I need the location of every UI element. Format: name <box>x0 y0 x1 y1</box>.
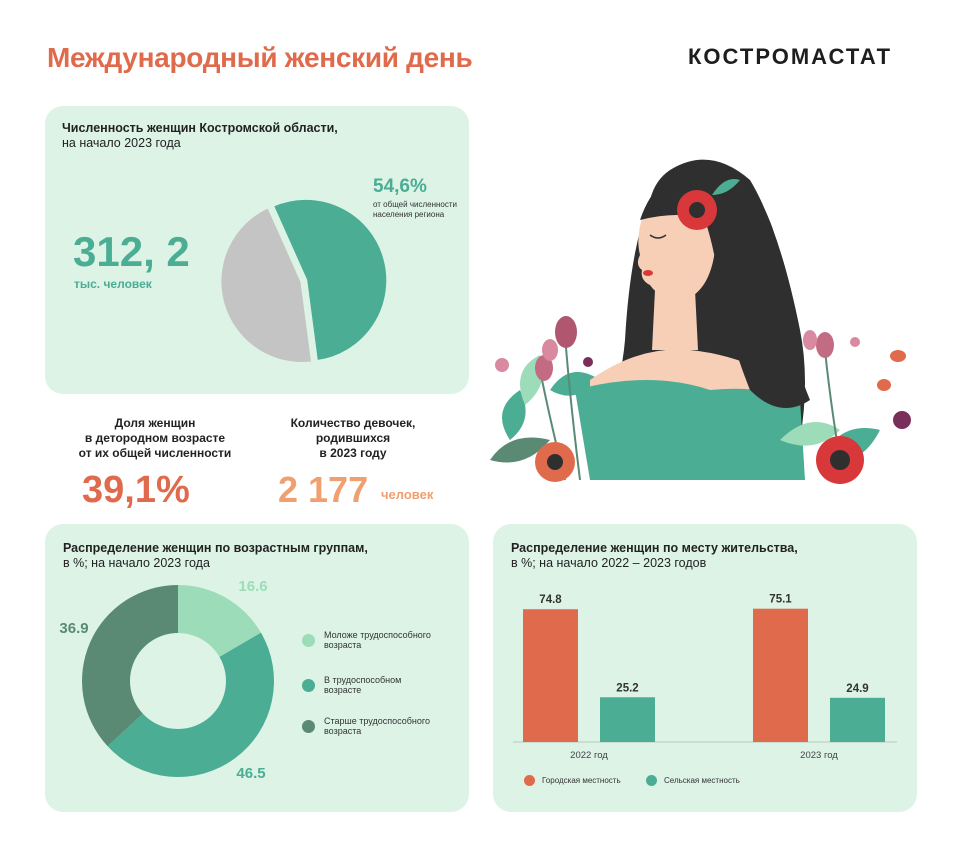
dress <box>575 380 805 480</box>
population-value: 312, 2 <box>73 228 190 275</box>
women-share-note: от общей численности населения региона <box>373 200 457 220</box>
legend-label: В трудоспособном возрасте <box>324 675 402 695</box>
legend-label: Городская местность <box>542 776 621 785</box>
donut-value-label: 36.9 <box>59 620 88 637</box>
tulip-shape <box>542 339 558 361</box>
reproductive-share-value: 39,1% <box>82 469 190 511</box>
bar-value-label: 24.9 <box>846 683 868 695</box>
small-flower-shape <box>583 357 593 367</box>
pie-slice-men <box>218 204 315 365</box>
girls-born-label-2: родившихся <box>315 431 391 445</box>
legend-label: Сельская местность <box>664 776 740 785</box>
leaf-shape <box>712 179 740 195</box>
tulip-shape <box>816 332 834 358</box>
reproductive-label-1: Доля женщин <box>114 416 196 430</box>
age-card-title: Распределение женщин по возрастным групп… <box>63 541 368 571</box>
rosehip-shape <box>890 350 906 362</box>
neck <box>652 290 698 350</box>
reproductive-label-3: от их общей численности <box>78 446 232 460</box>
share-note-line-2: населения региона <box>373 210 445 219</box>
population-title-rest: на начало 2023 года <box>62 136 181 150</box>
legend-swatch <box>302 719 315 733</box>
population-title-bold: Численность женщин Костромской области, <box>62 121 338 135</box>
age-title-bold: Распределение женщин по возрастным групп… <box>63 541 368 555</box>
closed-eye <box>649 234 667 239</box>
pie-slice-women <box>270 196 390 364</box>
girls-born-label: Количество девочек, родившихся в 2023 го… <box>268 416 438 461</box>
donut-slice-2 <box>107 632 275 777</box>
x-tick-label: 2023 год <box>800 750 838 761</box>
leaf-shape <box>780 422 840 446</box>
bar-urban <box>523 609 578 742</box>
legend-item: В трудоспособном возрасте <box>302 675 434 695</box>
legend-swatch <box>302 678 315 692</box>
donut-slice-3 <box>81 585 178 747</box>
donut-slice-1 <box>178 585 261 657</box>
bar-rural <box>600 697 655 742</box>
legend-swatch <box>524 775 535 786</box>
orange-poppy-center <box>547 454 563 470</box>
legend-item: Старше трудоспособного возраста <box>302 716 434 736</box>
population-unit: тыс. человек <box>74 277 152 291</box>
brand-logo: КОСТРОМАСТАТ <box>688 44 893 69</box>
girls-born-label-1: Количество девочек, <box>290 416 416 430</box>
legend-item: Городская местность <box>524 775 621 786</box>
women-share-value: 54,6% <box>373 176 427 197</box>
tulip-shape <box>803 330 817 350</box>
red-poppy-center <box>830 450 850 470</box>
tulip-shape <box>555 316 577 348</box>
girls-born-value: 2 177 <box>278 469 369 510</box>
small-flower-shape <box>893 411 911 429</box>
lips <box>643 270 653 276</box>
small-flower-shape <box>850 337 860 347</box>
girls-born-unit: человек <box>381 487 434 502</box>
bar-value-label: 25.2 <box>616 682 638 694</box>
residence-card-title: Распределение женщин по месту жительства… <box>511 541 798 571</box>
bar-rural <box>830 697 885 742</box>
girls-born-label-3: в 2023 году <box>319 446 387 460</box>
bar-urban <box>753 608 808 742</box>
tulip-shape <box>535 355 553 381</box>
small-flower-shape <box>495 358 509 372</box>
residence-title-rest: в %; на начало 2022 – 2023 годов <box>511 556 707 570</box>
bar-value-label: 75.1 <box>769 594 792 606</box>
bar-value-label: 74.8 <box>539 594 562 606</box>
reproductive-label-2: в детородном возрасте <box>84 431 226 445</box>
x-tick-label: 2022 год <box>570 750 608 761</box>
legend-swatch <box>646 775 657 786</box>
rosehip-shape <box>877 379 891 391</box>
legend-item: Сельская местность <box>646 775 740 786</box>
leaf-shape <box>502 390 526 440</box>
age-title-rest: в %; на начало 2023 года <box>63 556 210 570</box>
donut-value-label: 16.6 <box>238 578 267 595</box>
page-title: Международный женский день <box>47 42 473 73</box>
stem-shape <box>564 334 581 481</box>
leaf-shape <box>490 437 550 463</box>
residence-title-bold: Распределение женщин по месту жительства… <box>511 541 798 555</box>
share-note-line-1: от общей численности <box>373 200 457 209</box>
reproductive-share-label: Доля женщин в детородном возрасте от их … <box>60 416 250 461</box>
woman-with-flowers-illustration <box>490 159 911 484</box>
legend-label: Моложе трудоспособного возраста <box>324 630 431 650</box>
donut-value-label: 46.5 <box>236 765 265 782</box>
population-card-title: Численность женщин Костромской области, … <box>62 121 338 151</box>
legend-item: Моложе трудоспособного возраста <box>302 630 434 650</box>
legend-label: Старше трудоспособного возраста <box>324 716 430 736</box>
legend-swatch <box>302 633 315 647</box>
hair-front <box>640 168 810 408</box>
hair-flower-center <box>689 202 705 218</box>
